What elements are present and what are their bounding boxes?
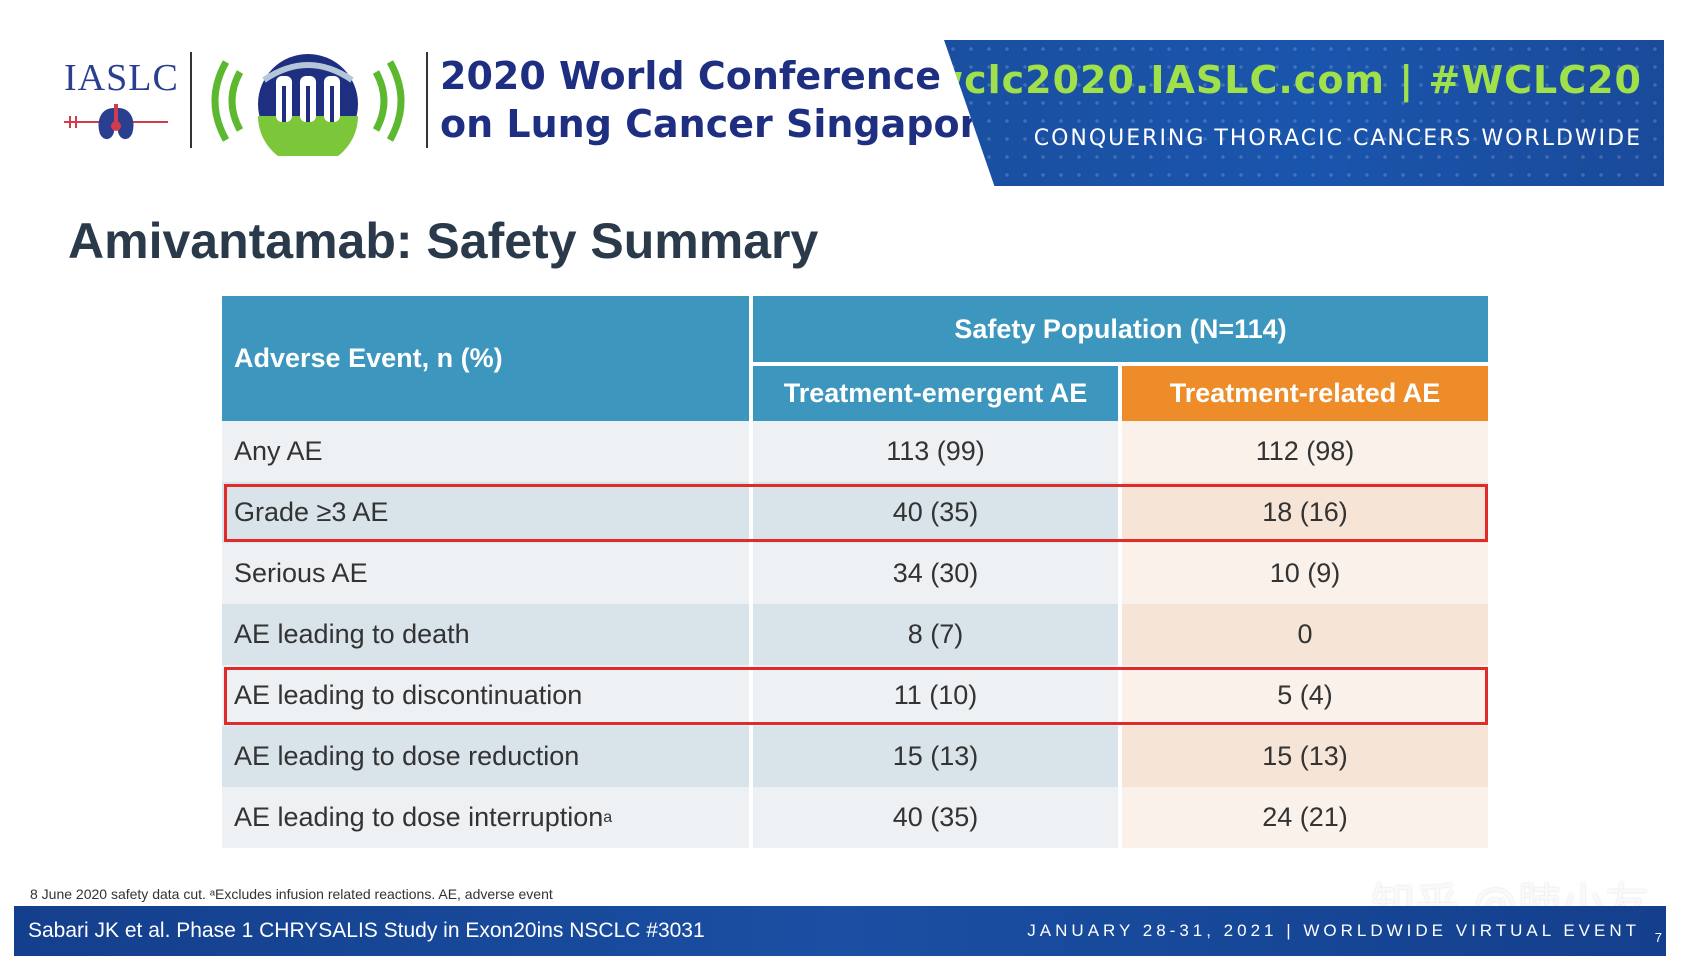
conference-banner: wclc2020.IASLC.com | #WCLC20 CONQUERING … — [944, 40, 1664, 186]
header-treatment-related: Treatment-related AE — [1122, 366, 1488, 421]
header-safety-population: Safety Population (N=114) — [753, 296, 1488, 362]
footer-citation: Sabari JK et al. Phase 1 CHRYSALIS Study… — [28, 919, 705, 942]
safety-table: Adverse Event, n (%) Safety Population (… — [222, 296, 1488, 848]
trae-cell: 18 (16) — [1122, 482, 1488, 543]
header-adverse-event: Adverse Event, n (%) — [222, 296, 749, 421]
trae-cell: 15 (13) — [1122, 726, 1488, 787]
banner-url: wclc2020.IASLC.com | #WCLC20 — [944, 58, 1642, 102]
table-row: Any AE 113 (99) 112 (98) — [222, 421, 1488, 482]
table-header: Adverse Event, n (%) Safety Population (… — [222, 296, 1488, 421]
trae-cell: 112 (98) — [1122, 421, 1488, 482]
teae-cell: 11 (10) — [753, 665, 1118, 726]
table-row: Serious AE 34 (30) 10 (9) — [222, 543, 1488, 604]
trae-cell: 5 (4) — [1122, 665, 1488, 726]
teae-cell: 40 (35) — [753, 787, 1118, 848]
conference-title-line2: on Lung Cancer Singapore — [440, 102, 1005, 146]
event-cell: AE leading to death — [222, 604, 749, 665]
teae-cell: 40 (35) — [753, 482, 1118, 543]
table-row: AE leading to death 8 (7) 0 — [222, 604, 1488, 665]
banner-tagline: CONQUERING THORACIC CANCERS WORLDWIDE — [1033, 126, 1642, 151]
event-cell: AE leading to discontinuation — [222, 665, 749, 726]
page-title: Amivantamab: Safety Summary — [68, 213, 819, 269]
teae-cell: 113 (99) — [753, 421, 1118, 482]
teae-cell: 15 (13) — [753, 726, 1118, 787]
header-divider — [190, 52, 192, 148]
header-treatment-emergent: Treatment-emergent AE — [753, 366, 1118, 421]
event-cell: Any AE — [222, 421, 749, 482]
event-cell: Grade ≥3 AE — [222, 482, 749, 543]
page-number: 7 — [1654, 930, 1662, 945]
wclc-logo-icon — [211, 54, 405, 156]
trae-cell: 0 — [1122, 604, 1488, 665]
trae-cell: 10 (9) — [1122, 543, 1488, 604]
teae-cell: 8 (7) — [753, 604, 1118, 665]
footer-bar: Sabari JK et al. Phase 1 CHRYSALIS Study… — [14, 906, 1666, 956]
lungs-icon — [64, 104, 168, 140]
teae-cell: 34 (30) — [753, 543, 1118, 604]
header-divider — [426, 52, 428, 148]
event-cell: AE leading to dose interruption a — [222, 787, 749, 848]
table-row-highlighted: AE leading to discontinuation 11 (10) 5 … — [222, 665, 1488, 726]
iaslc-logo-text: IASLC — [64, 57, 179, 99]
conference-title-line1: 2020 World Conference — [440, 54, 942, 98]
banner-pattern — [944, 40, 1664, 186]
table-row: AE leading to dose interruption a 40 (35)… — [222, 787, 1488, 848]
conference-title: 2020 World Conference on Lung Cancer Sin… — [440, 52, 1004, 148]
footnote: 8 June 2020 safety data cut. ᵃExcludes i… — [30, 886, 553, 902]
trae-cell: 24 (21) — [1122, 787, 1488, 848]
table-row-highlighted: Grade ≥3 AE 40 (35) 18 (16) — [222, 482, 1488, 543]
event-cell: Serious AE — [222, 543, 749, 604]
iaslc-logo: IASLC — [64, 56, 179, 146]
table-row: AE leading to dose reduction 15 (13) 15 … — [222, 726, 1488, 787]
footer-event: JANUARY 28-31, 2021 | WORLDWIDE VIRTUAL … — [1027, 921, 1640, 940]
event-cell: AE leading to dose reduction — [222, 726, 749, 787]
